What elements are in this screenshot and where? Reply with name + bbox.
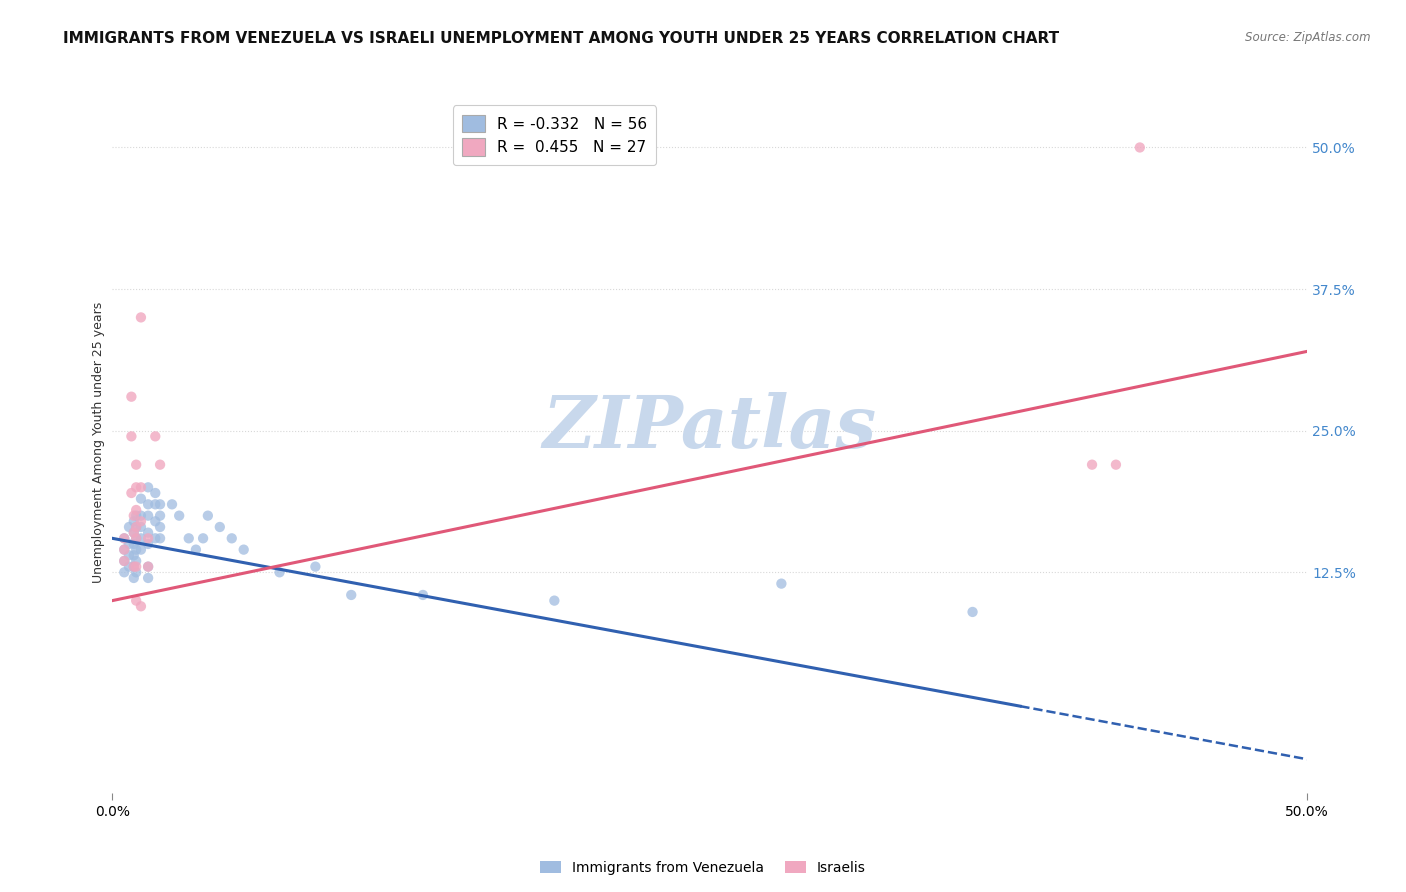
Point — [112, 531, 135, 545]
Point — [770, 576, 793, 591]
Point — [143, 531, 166, 545]
Point — [269, 566, 291, 580]
Point — [125, 458, 148, 472]
Point — [136, 559, 159, 574]
Point — [120, 486, 142, 500]
Point — [136, 497, 159, 511]
Point — [112, 554, 135, 568]
Point — [136, 480, 159, 494]
Point — [129, 542, 152, 557]
Point — [112, 554, 135, 568]
Point — [191, 531, 214, 545]
Point — [118, 537, 141, 551]
Point — [232, 542, 254, 557]
Point — [304, 559, 326, 574]
Point — [125, 520, 148, 534]
Point — [122, 525, 145, 540]
Point — [120, 390, 142, 404]
Point — [122, 549, 145, 563]
Point — [1081, 458, 1104, 472]
Point — [136, 571, 159, 585]
Point — [118, 549, 141, 563]
Point — [149, 520, 172, 534]
Point — [125, 559, 148, 574]
Point — [122, 537, 145, 551]
Point — [340, 588, 363, 602]
Point — [143, 497, 166, 511]
Point — [167, 508, 190, 523]
Point — [125, 531, 148, 545]
Point — [118, 559, 141, 574]
Point — [543, 593, 565, 607]
Point — [125, 520, 148, 534]
Point — [122, 559, 145, 574]
Point — [129, 514, 152, 528]
Point — [125, 566, 148, 580]
Point — [125, 542, 148, 557]
Point — [136, 525, 159, 540]
Point — [962, 605, 984, 619]
Point — [129, 491, 152, 506]
Point — [149, 531, 172, 545]
Point — [184, 542, 207, 557]
Point — [112, 542, 135, 557]
Point — [125, 593, 148, 607]
Point — [197, 508, 219, 523]
Point — [143, 486, 166, 500]
Point — [412, 588, 434, 602]
Point — [122, 559, 145, 574]
Point — [112, 566, 135, 580]
Legend: R = -0.332   N = 56, R =  0.455   N = 27: R = -0.332 N = 56, R = 0.455 N = 27 — [453, 105, 657, 165]
Point — [149, 458, 172, 472]
Point — [136, 537, 159, 551]
Point — [143, 429, 166, 443]
Point — [125, 508, 148, 523]
Legend: Immigrants from Venezuela, Israelis: Immigrants from Venezuela, Israelis — [534, 855, 872, 880]
Point — [149, 508, 172, 523]
Point — [1105, 458, 1128, 472]
Point — [122, 514, 145, 528]
Point — [136, 508, 159, 523]
Point — [125, 503, 148, 517]
Point — [120, 429, 142, 443]
Point — [129, 520, 152, 534]
Text: IMMIGRANTS FROM VENEZUELA VS ISRAELI UNEMPLOYMENT AMONG YOUTH UNDER 25 YEARS COR: IMMIGRANTS FROM VENEZUELA VS ISRAELI UNE… — [63, 31, 1059, 46]
Point — [122, 525, 145, 540]
Point — [160, 497, 183, 511]
Point — [118, 520, 141, 534]
Point — [129, 310, 152, 325]
Point — [125, 531, 148, 545]
Point — [122, 571, 145, 585]
Point — [129, 508, 152, 523]
Point — [208, 520, 231, 534]
Point — [136, 559, 159, 574]
Point — [1129, 140, 1152, 154]
Point — [125, 554, 148, 568]
Point — [122, 508, 145, 523]
Point — [149, 497, 172, 511]
Point — [143, 514, 166, 528]
Point — [129, 599, 152, 614]
Y-axis label: Unemployment Among Youth under 25 years: Unemployment Among Youth under 25 years — [93, 301, 105, 582]
Point — [221, 531, 243, 545]
Point — [125, 480, 148, 494]
Point — [129, 531, 152, 545]
Point — [112, 542, 135, 557]
Point — [129, 480, 152, 494]
Text: ZIPatlas: ZIPatlas — [543, 392, 877, 464]
Point — [177, 531, 200, 545]
Point — [136, 531, 159, 545]
Point — [112, 531, 135, 545]
Text: Source: ZipAtlas.com: Source: ZipAtlas.com — [1246, 31, 1371, 45]
